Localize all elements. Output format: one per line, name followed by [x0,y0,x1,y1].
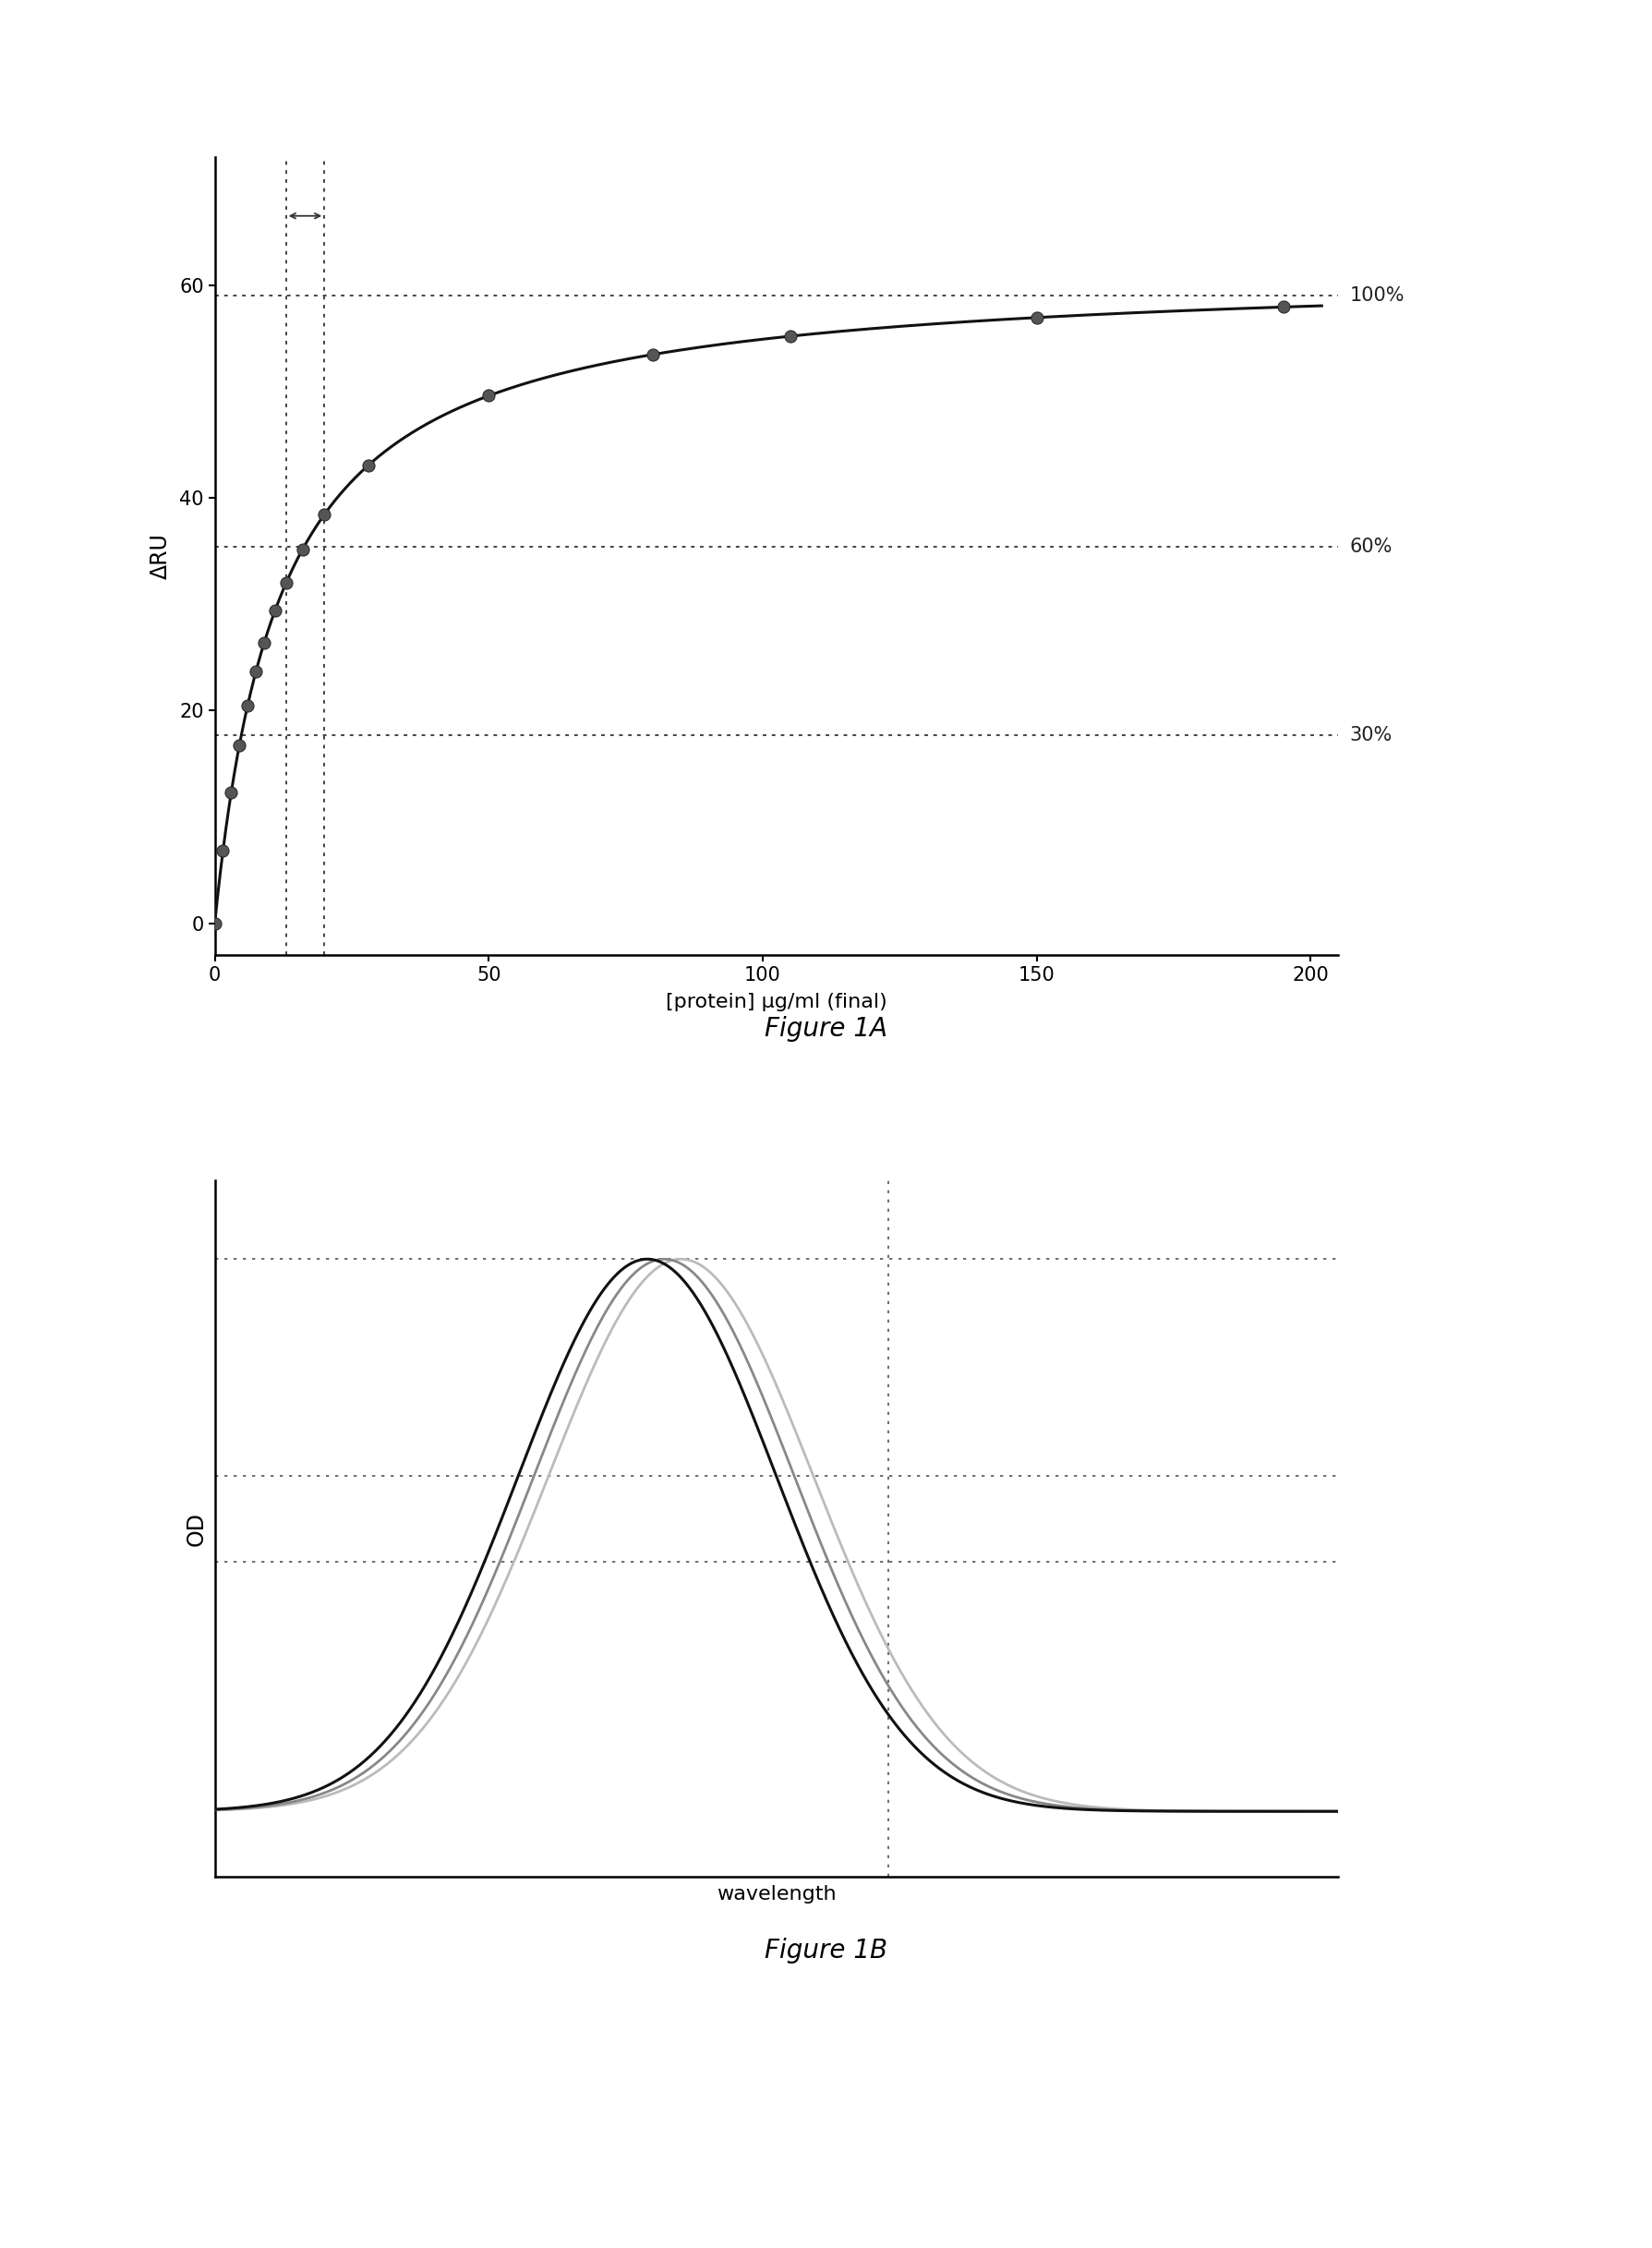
Text: 30%: 30% [1350,726,1393,744]
Point [251,625,278,661]
Point [202,906,228,942]
Point [776,319,803,355]
X-axis label: [protein] μg/ml (final): [protein] μg/ml (final) [666,991,887,1012]
Point [1270,290,1297,326]
Point [311,497,337,533]
Point [261,593,287,629]
Point [218,776,244,812]
Point [355,447,382,483]
Text: Figure 1B: Figure 1B [765,1938,887,1965]
Point [235,688,261,724]
Point [289,531,316,566]
Point [639,337,666,373]
Text: 100%: 100% [1350,285,1404,306]
Point [1024,299,1051,335]
Point [210,832,236,868]
Text: 60%: 60% [1350,537,1393,555]
Y-axis label: OD: OD [185,1511,206,1547]
Point [226,726,253,762]
Point [273,564,299,600]
Text: Figure 1A: Figure 1A [765,1016,887,1043]
Point [476,378,502,414]
Point [243,654,269,690]
X-axis label: wavelength: wavelength [717,1884,836,1904]
Y-axis label: ΔRU: ΔRU [149,533,172,580]
